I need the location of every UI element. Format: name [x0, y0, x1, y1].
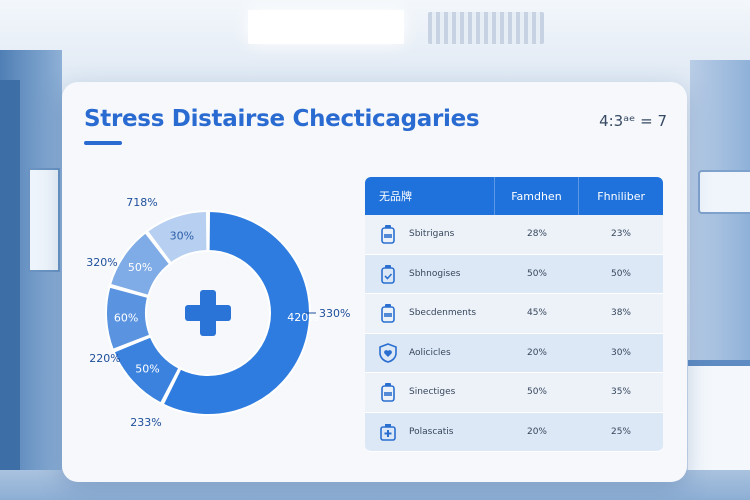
segment-outer-label: 220%	[89, 352, 120, 365]
column-header: 无品牌	[365, 177, 495, 215]
row-label: Sbhnogises	[409, 268, 461, 279]
hospital-bed	[688, 360, 750, 486]
chart-title: Stress Distairse Checticagaries	[84, 106, 480, 132]
segment-inner-label: 50%	[135, 362, 159, 375]
segment-outer-label: 330%	[319, 307, 350, 320]
ceiling-light	[248, 10, 404, 44]
medicine-box-icon	[377, 421, 399, 443]
donut-segment	[112, 335, 181, 405]
row-label-cell: Aolicicles	[365, 334, 495, 373]
row-value-b: 50%	[610, 268, 631, 279]
row-label: Polascatis	[409, 426, 454, 437]
row-label-cell: Sbhnogises	[365, 255, 495, 294]
donut-segment	[145, 209, 209, 265]
row-value-b: 23%	[610, 229, 631, 240]
dashboard-card: Stress Distairse Checticagaries 4:3ᵃᵉ = …	[62, 82, 687, 482]
row-label-cell: Sinectiges	[365, 373, 495, 412]
row-label-cell: Sbecdenments	[365, 294, 495, 333]
donut-segment	[108, 231, 172, 298]
bottle-icon	[377, 381, 399, 403]
table-row: Sbitrigans 28% 23%	[365, 215, 663, 255]
bottle-check-icon	[377, 263, 399, 285]
row-label: Sbecdenments	[409, 308, 477, 319]
row-label: Sinectiges	[409, 387, 456, 398]
row-value-b: 30%	[610, 347, 631, 358]
donut-segment	[161, 209, 311, 416]
row-label-cell: Polascatis	[365, 413, 495, 452]
wall-poster	[28, 168, 60, 272]
table-row: Sbhnogises 50% 50%	[365, 254, 663, 294]
row-value-b: 35%	[610, 387, 631, 398]
data-table: 无品牌 Famdhen Fhniliber Sbitrigans 28% 23%…	[365, 177, 663, 452]
column-header: Famdhen	[495, 177, 580, 215]
table-row: Polascatis 20% 25%	[365, 412, 663, 452]
door	[0, 80, 20, 500]
row-value-b: 38%	[610, 308, 631, 319]
table-body: Sbitrigans 28% 23% Sbhnogises 50% 50% Sb…	[365, 215, 663, 452]
segment-outer-label: 320%	[86, 256, 117, 269]
segment-inner-label: 420%	[287, 311, 318, 324]
row-value-a: 45%	[526, 308, 547, 319]
row-value-a: 50%	[526, 268, 547, 279]
medical-cross-icon	[185, 290, 231, 336]
segment-inner-label: 50%	[128, 261, 152, 274]
ceiling-vent	[428, 12, 544, 44]
row-value-a: 50%	[526, 387, 547, 398]
donut-chart: 420% 330% 50% 233% 60% 220% 50% 320% 30% 718%	[86, 196, 350, 429]
segment-outer-label: 233%	[130, 416, 161, 429]
row-value-a: 20%	[526, 347, 547, 358]
row-label: Sbitrigans	[409, 229, 455, 240]
row-value-a: 20%	[526, 426, 547, 437]
segment-inner-label: 30%	[170, 229, 194, 242]
row-value-a: 28%	[526, 229, 547, 240]
bed-headboard	[698, 170, 750, 214]
table-row: Aolicicles 20% 30%	[365, 333, 663, 373]
row-label-cell: Sbitrigans	[365, 215, 495, 254]
row-value-b: 25%	[610, 426, 631, 437]
donut-segment	[105, 285, 152, 352]
bottle-icon	[377, 302, 399, 324]
row-label: Aolicicles	[409, 347, 451, 358]
corner-readout: 4:3ᵃᵉ = 7	[599, 112, 667, 130]
table-row: Sbecdenments 45% 38%	[365, 294, 663, 334]
title-underline	[84, 141, 122, 145]
segment-outer-label: 718%	[126, 196, 157, 209]
shield-heart-icon	[377, 342, 399, 364]
segment-inner-label: 60%	[114, 311, 138, 324]
bottle-icon	[377, 223, 399, 245]
table-header: 无品牌 Famdhen Fhniliber	[365, 177, 663, 215]
table-row: Sinectiges 50% 35%	[365, 373, 663, 413]
column-header: Fhniliber	[597, 189, 645, 203]
